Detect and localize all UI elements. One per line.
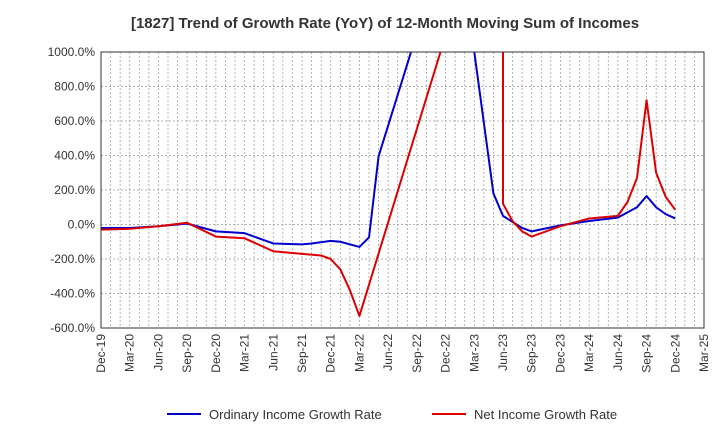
x-tick-label: Mar-25 (697, 334, 711, 372)
x-tick-label: Mar-21 (238, 334, 252, 372)
net-income-growth-line (101, 52, 677, 317)
x-tick-label: Mar-23 (467, 334, 481, 372)
y-tick-label: -600.0% (50, 321, 95, 335)
x-tick-label: Sep-22 (410, 334, 424, 373)
legend-label: Net Income Growth Rate (474, 407, 617, 422)
y-tick-label: 400.0% (54, 149, 95, 163)
x-tick-label: Jun-21 (266, 334, 280, 371)
ordinary-income-growth-line (101, 52, 676, 248)
x-tick-label: Mar-22 (352, 334, 366, 372)
series-lines (101, 52, 677, 317)
grid (101, 51, 704, 329)
x-tick-label: Sep-21 (295, 334, 309, 373)
legend-label: Ordinary Income Growth Rate (209, 407, 382, 422)
chart-title: [1827] Trend of Growth Rate (YoY) of 12-… (131, 15, 639, 32)
y-tick-label: 1000.0% (48, 45, 96, 59)
x-tick-label: Mar-20 (123, 334, 137, 372)
y-tick-label: 800.0% (54, 80, 95, 94)
x-axis-tick-labels: Dec-19 Mar-20 Jun-20 Sep-20 Dec-20 Mar-21 Jun-… (94, 334, 711, 373)
y-axis-tick-labels: 1000.0% 800.0% 600.0% 400.0% 200.0% 0.0% -200.… (48, 45, 96, 335)
x-tick-label: Dec-23 (553, 334, 567, 373)
x-tick-label: Mar-24 (582, 334, 596, 372)
y-tick-label: 0.0% (68, 218, 96, 232)
x-tick-label: Jun-20 (151, 334, 165, 371)
x-tick-label: Sep-23 (525, 334, 539, 373)
x-tick-label: Dec-21 (324, 334, 338, 373)
x-tick-label: Dec-24 (668, 334, 682, 373)
x-tick-label: Jun-22 (381, 334, 395, 371)
x-tick-label: Jun-24 (611, 334, 625, 371)
x-tick-label: Dec-19 (94, 334, 108, 373)
legend: Ordinary Income Growth Rate Net Income Gr… (167, 407, 617, 422)
x-tick-label: Sep-20 (180, 334, 194, 373)
x-tick-label: Dec-20 (209, 334, 223, 373)
y-tick-label: 200.0% (54, 183, 95, 197)
x-tick-label: Jun-23 (496, 334, 510, 371)
y-tick-label: 600.0% (54, 114, 95, 128)
plot-frame (100, 51, 705, 329)
x-tick-label: Sep-24 (640, 334, 654, 373)
y-tick-label: -400.0% (50, 287, 95, 301)
x-tick-label: Dec-22 (439, 334, 453, 373)
y-tick-label: -200.0% (50, 252, 95, 266)
